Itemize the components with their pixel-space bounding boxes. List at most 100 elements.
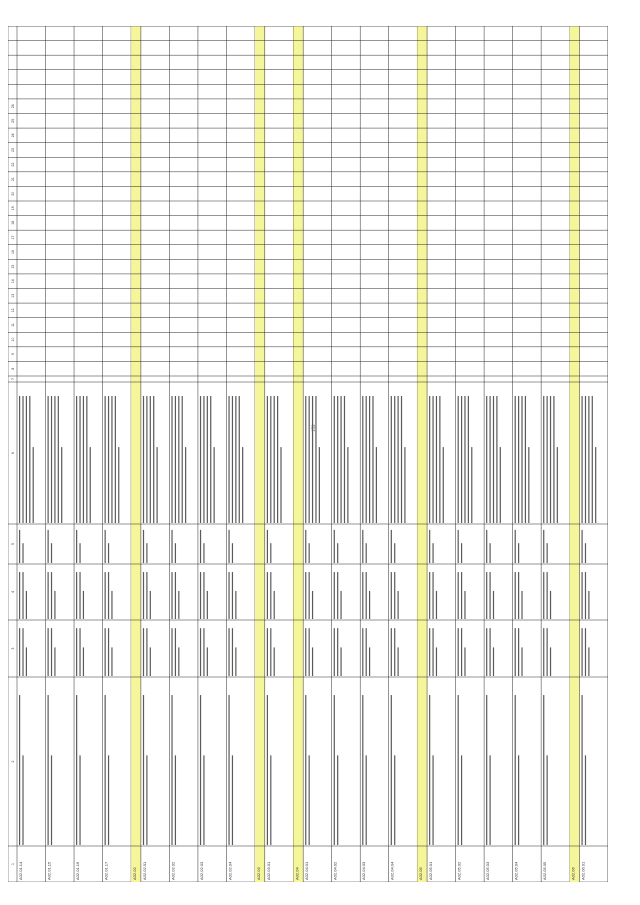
text-line (521, 396, 523, 523)
text-line (365, 628, 367, 676)
text-line (231, 572, 234, 619)
text-line (486, 396, 488, 523)
text-line (142, 572, 145, 619)
text-line (146, 755, 148, 845)
text-line (337, 572, 339, 619)
text-line (553, 396, 555, 523)
text-line (305, 628, 307, 676)
table-row: A02.05.04 (514, 396, 530, 880)
text-line (333, 572, 335, 619)
text-line (54, 647, 56, 676)
text-line (273, 396, 275, 523)
column-number: 19 (11, 206, 15, 210)
text-line (588, 396, 590, 523)
text-line (362, 529, 364, 563)
text-line (489, 572, 491, 619)
text-line (61, 447, 63, 523)
text-line (524, 396, 527, 523)
text-line (546, 572, 548, 619)
text-line (149, 590, 151, 619)
column-number: 23 (11, 148, 15, 152)
text-line (368, 647, 371, 676)
text-line (581, 529, 583, 563)
text-line (107, 572, 110, 619)
table-row: A02.05.05 (542, 396, 558, 880)
text-line (228, 695, 230, 845)
text-line (146, 628, 148, 676)
text-line (142, 529, 145, 563)
text-line (111, 647, 113, 676)
text-line (486, 572, 488, 619)
text-line (429, 572, 431, 619)
text-line (496, 396, 498, 523)
row-code: A02.04.01 (304, 861, 309, 880)
text-line (104, 572, 106, 619)
column-number: 16 (11, 250, 15, 254)
column-number: 5 (11, 543, 15, 545)
text-line (464, 647, 466, 676)
text-line (337, 543, 339, 563)
text-line (588, 590, 590, 619)
text-line (486, 628, 488, 676)
text-line (390, 529, 392, 563)
table-row: A02.02.02 (170, 396, 187, 880)
text-line (521, 590, 523, 619)
column-number: 13 (11, 294, 15, 298)
text-line (489, 628, 491, 676)
text-line (47, 529, 49, 563)
text-line (82, 647, 85, 676)
text-line (333, 529, 335, 563)
text-line (394, 628, 396, 676)
text-line (32, 447, 34, 523)
text-line (266, 396, 269, 523)
section-row: A02.05 (417, 26, 428, 882)
text-line (171, 628, 173, 676)
text-line (22, 543, 24, 563)
table-row: A02.05.02 (457, 396, 473, 880)
row-code: A02.05.02 (457, 861, 462, 880)
text-line (235, 396, 237, 523)
text-line (442, 447, 444, 523)
text-line (25, 590, 27, 619)
text-line (549, 396, 552, 523)
text-line (365, 572, 367, 619)
text-line (266, 695, 269, 845)
row-code: A02.02.03 (199, 861, 204, 880)
text-line (365, 543, 367, 563)
text-line (521, 647, 523, 676)
text-line (584, 543, 587, 563)
row-code: A02.02.01 (142, 861, 147, 880)
column-number: 10 (11, 338, 15, 342)
row-code: A02.03 (256, 867, 261, 880)
text-line (514, 572, 516, 619)
text-line (22, 755, 24, 845)
text-line (581, 572, 583, 619)
text-line (25, 396, 27, 523)
table-row: A02.01.16 (75, 396, 91, 880)
text-line (549, 647, 552, 676)
text-line (333, 695, 335, 845)
text-line (199, 628, 202, 676)
text-line (518, 755, 520, 845)
text-line (311, 590, 314, 619)
text-line (486, 529, 488, 563)
text-line (206, 590, 208, 619)
column-number: 4 (11, 591, 15, 593)
text-line (492, 396, 495, 523)
text-line (549, 590, 552, 619)
text-line (471, 447, 473, 523)
text-line (22, 628, 24, 676)
text-line (50, 543, 53, 563)
text-line (171, 695, 173, 845)
text-line (368, 396, 371, 523)
text-line (206, 396, 208, 523)
text-line (273, 590, 275, 619)
column-number: 3 (11, 647, 15, 649)
text-line (273, 647, 275, 676)
table-row: A02.01.17 (104, 396, 120, 880)
row-code: A02.02.04 (227, 861, 232, 880)
text-line (595, 447, 597, 523)
text-line (432, 396, 434, 523)
text-line (231, 543, 234, 563)
text-line (231, 755, 234, 845)
